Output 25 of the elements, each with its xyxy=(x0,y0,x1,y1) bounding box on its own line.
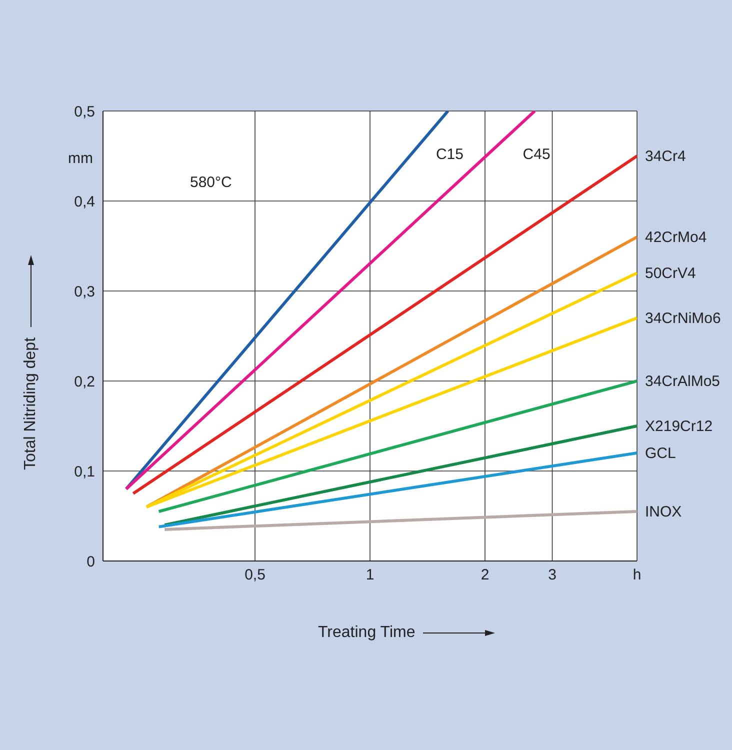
x-tick-label: 0,5 xyxy=(244,566,266,584)
series-label: 34CrNiMo6 xyxy=(645,310,721,327)
series-label: 34Cr4 xyxy=(645,148,686,165)
x-tick-label: 3 xyxy=(548,566,556,584)
series-label: GCL xyxy=(645,445,676,462)
series-label: C45 xyxy=(522,146,550,163)
y-tick-label: 0,4 xyxy=(74,193,95,210)
y-tick-label: 0,2 xyxy=(74,373,95,390)
y-axis-title: Total Nitriding dept xyxy=(22,337,40,470)
annotation: 580°C xyxy=(190,174,232,191)
x-tick-label: 1 xyxy=(366,566,374,584)
x-axis-title: Treating Time xyxy=(318,624,416,642)
y-tick-label: 0,1 xyxy=(74,463,95,480)
x-tick-label: 2 xyxy=(480,566,490,584)
series-label: 50CrV4 xyxy=(645,265,696,282)
series-label: 34CrAlMo5 xyxy=(645,373,720,390)
series-label: 42CrMo4 xyxy=(645,229,707,246)
series-label: X219Cr12 xyxy=(645,418,713,435)
text: mm xyxy=(68,150,93,167)
x-tick-label: h xyxy=(632,566,642,584)
y-tick-label: 0 xyxy=(86,553,95,570)
series-label: C15 xyxy=(436,146,464,163)
y-tick-label: 0,3 xyxy=(74,283,95,300)
y-tick-label: 0,5 xyxy=(74,103,95,120)
series-label: INOX xyxy=(645,504,682,520)
